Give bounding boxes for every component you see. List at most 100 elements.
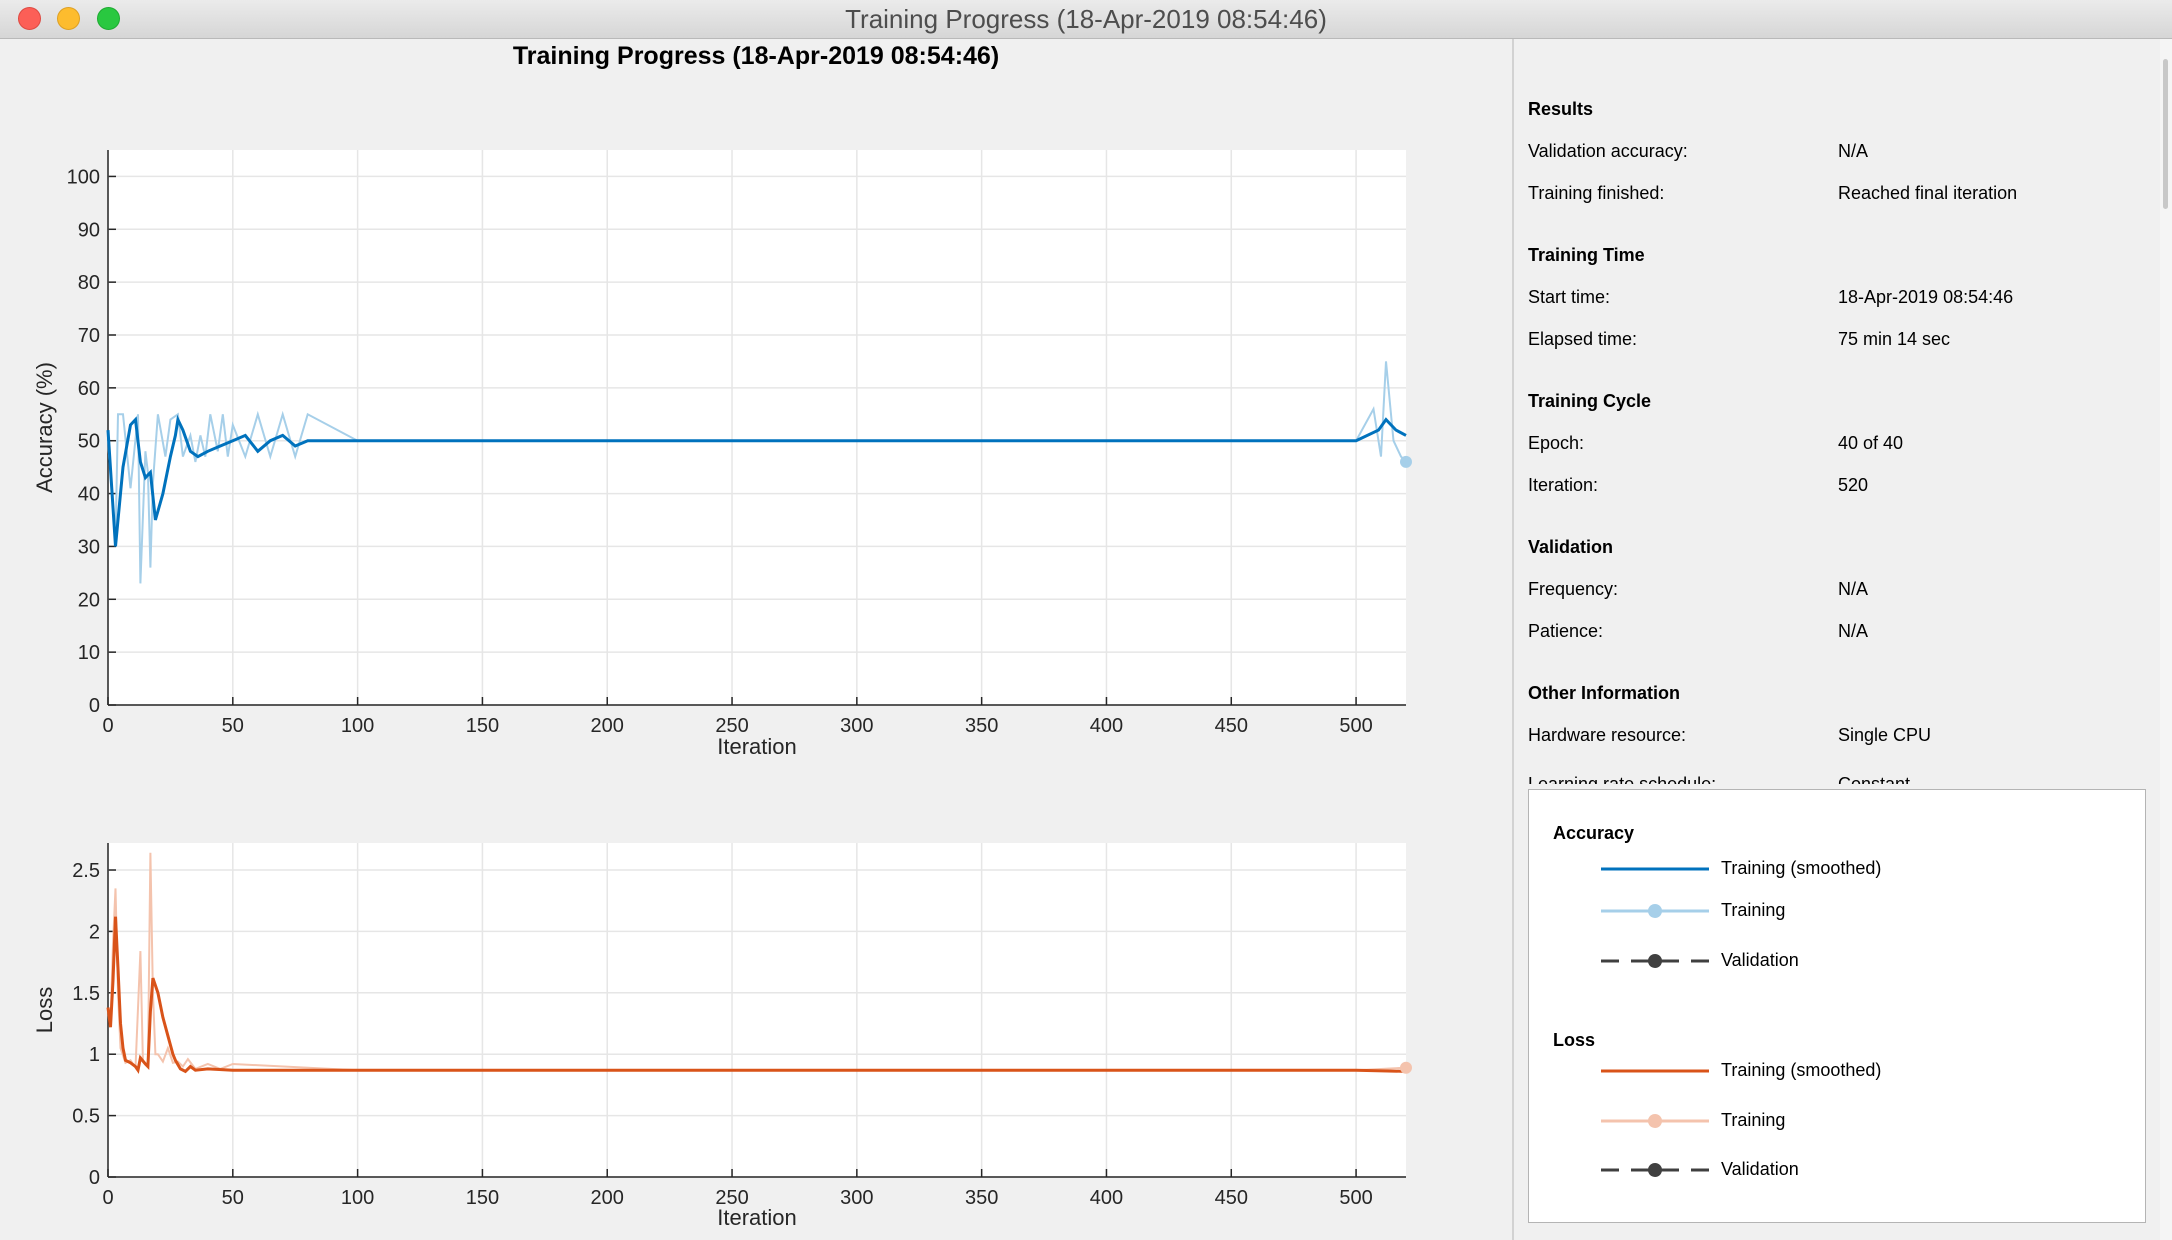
accuracy-xtick-label: 250 — [715, 715, 748, 737]
frequency-value: N/A — [1838, 579, 1869, 599]
legend-acc-validation-swatch — [1601, 954, 1709, 968]
loss-training-series-line — [107, 852, 1407, 1072]
accuracy-axes: 0 10 20 30 40 50 60 70 80 90 100 0 50 100 150 200 250 300… — [32, 150, 1412, 759]
legend-loss-heading: Loss — [1553, 1030, 1596, 1050]
accuracy-ytick-label: 70 — [78, 325, 100, 347]
accuracy-ytick-label: 50 — [78, 431, 100, 453]
accuracy-ytick-label: 90 — [78, 219, 100, 241]
window-titlebar: Training Progress (18-Apr-2019 08:54:46) — [0, 0, 2172, 39]
accuracy-smoothed-series-line — [106, 414, 1407, 547]
legend-loss-smoothed-label: Training (smoothed) — [1721, 1060, 1882, 1080]
learning-rate-schedule-label: Learning rate schedule: — [1528, 774, 1717, 784]
legend-loss-training-swatch — [1601, 1114, 1709, 1128]
loss-xtick-label: 250 — [715, 1187, 748, 1209]
loss-xtick-label: 400 — [1090, 1187, 1123, 1209]
validation-accuracy-label: Validation accuracy: — [1528, 141, 1688, 161]
loss-ytick-label: 0.5 — [72, 1106, 100, 1128]
patience-value: N/A — [1838, 621, 1869, 641]
start-time-label: Start time: — [1528, 287, 1611, 307]
loss-ytick-label: 0 — [89, 1167, 100, 1189]
loss-xtick-label: 500 — [1339, 1187, 1372, 1209]
patience-label: Patience: — [1528, 621, 1604, 641]
loss-xlabel: Iteration — [717, 1205, 797, 1230]
panel-scrollbar[interactable] — [2160, 39, 2172, 1240]
loss-ylabel: Loss — [32, 987, 57, 1033]
legend-acc-training-label: Training — [1721, 900, 1786, 920]
frequency-label: Frequency: — [1528, 579, 1619, 599]
loss-xtick-label: 350 — [965, 1187, 998, 1209]
results-heading: Results — [1528, 99, 1594, 119]
loss-smoothed-series-line — [106, 916, 1407, 1075]
iteration-value: 520 — [1838, 475, 1869, 495]
legend-loss-validation-label: Validation — [1721, 1159, 1799, 1179]
hardware-resource-label: Hardware resource: — [1528, 725, 1687, 745]
accuracy-xtick-label: 450 — [1215, 715, 1248, 737]
epoch-value: 40 of 40 — [1838, 433, 1904, 453]
accuracy-plot-background — [108, 150, 1406, 705]
loss-xtick-label: 0 — [102, 1187, 113, 1209]
loss-ytick-label: 2 — [89, 921, 100, 943]
accuracy-xtick-label: 200 — [591, 715, 624, 737]
elapsed-time-label: Elapsed time: — [1528, 329, 1638, 349]
accuracy-final-training-marker — [1400, 455, 1412, 468]
zoom-window-button[interactable] — [97, 7, 120, 30]
accuracy-xtick-label: 150 — [466, 715, 499, 737]
loss-ytick-label: 2.5 — [72, 860, 100, 882]
close-window-button[interactable] — [18, 7, 41, 30]
legend-acc-smoothed-swatch — [1601, 867, 1709, 871]
hardware-resource-value: Single CPU — [1838, 725, 1932, 745]
accuracy-ylabel: Accuracy (%) — [32, 362, 57, 493]
legend-accuracy-heading: Accuracy — [1553, 823, 1635, 843]
loss-ytick-label: 1.5 — [72, 983, 100, 1005]
legend-loss-validation-swatch — [1601, 1163, 1709, 1177]
scrollbar-thumb[interactable] — [2163, 59, 2168, 209]
accuracy-ytick-label: 30 — [78, 536, 100, 558]
training-finished-label: Training finished: — [1528, 183, 1665, 203]
validation-heading: Validation — [1528, 537, 1614, 557]
legend-acc-training-swatch — [1601, 904, 1709, 918]
accuracy-xtick-label: 50 — [222, 715, 244, 737]
loss-xtick-label: 300 — [840, 1187, 873, 1209]
accuracy-ytick-label: 40 — [78, 484, 100, 506]
training-finished-value: Reached final iteration — [1838, 183, 2018, 203]
accuracy-xtick-label: 500 — [1339, 715, 1372, 737]
minimize-window-button[interactable] — [57, 7, 80, 30]
loss-xtick-label: 100 — [341, 1187, 374, 1209]
accuracy-xtick-label: 300 — [840, 715, 873, 737]
loss-ytick-label: 1 — [89, 1044, 100, 1066]
loss-plot-background — [108, 843, 1406, 1177]
legend-acc-smoothed-label: Training (smoothed) — [1721, 858, 1882, 878]
accuracy-ytick-label: 0 — [89, 695, 100, 717]
legend-loss-smoothed-swatch — [1601, 1069, 1709, 1073]
accuracy-xtick-label: 100 — [341, 715, 374, 737]
legend-loss-training-label: Training — [1721, 1110, 1786, 1130]
loss-xtick-label: 450 — [1215, 1187, 1248, 1209]
legend-box: Accuracy Training (smoothed) Training Va… — [1528, 789, 2146, 1223]
epoch-label: Epoch: — [1528, 433, 1585, 453]
accuracy-xtick-label: 400 — [1090, 715, 1123, 737]
accuracy-ytick-label: 80 — [78, 272, 100, 294]
accuracy-xlabel: Iteration — [717, 734, 797, 759]
training-cycle-heading: Training Cycle — [1528, 391, 1652, 411]
other-information-heading: Other Information — [1528, 683, 1680, 703]
legend-acc-validation-label: Validation — [1721, 950, 1799, 970]
window-title: Training Progress (18-Apr-2019 08:54:46) — [845, 4, 1327, 34]
training-time-heading: Training Time — [1528, 245, 1645, 265]
learning-rate-schedule-value: Constant — [1838, 774, 1911, 784]
loss-xtick-label: 50 — [222, 1187, 244, 1209]
accuracy-xtick-label: 0 — [102, 715, 113, 737]
accuracy-ytick-label: 100 — [67, 166, 100, 188]
loss-axes: 0 0.5 1 1.5 2 2.5 0 50 100 150 200 250 300 350 400 450 5… — [32, 843, 1412, 1230]
accuracy-ytick-label: 10 — [78, 642, 100, 664]
loss-xtick-label: 200 — [591, 1187, 624, 1209]
accuracy-xtick-label: 350 — [965, 715, 998, 737]
accuracy-ytick-label: 60 — [78, 378, 100, 400]
accuracy-ytick-label: 20 — [78, 589, 100, 611]
clipped-row: Learning rate schedule: Constant — [1514, 774, 2154, 784]
validation-accuracy-value: N/A — [1838, 141, 1869, 161]
loss-xtick-label: 150 — [466, 1187, 499, 1209]
loss-final-training-marker — [1400, 1061, 1412, 1074]
figure-title: Training Progress (18-Apr-2019 08:54:46) — [512, 42, 1000, 70]
elapsed-time-value: 75 min 14 sec — [1838, 329, 1951, 349]
